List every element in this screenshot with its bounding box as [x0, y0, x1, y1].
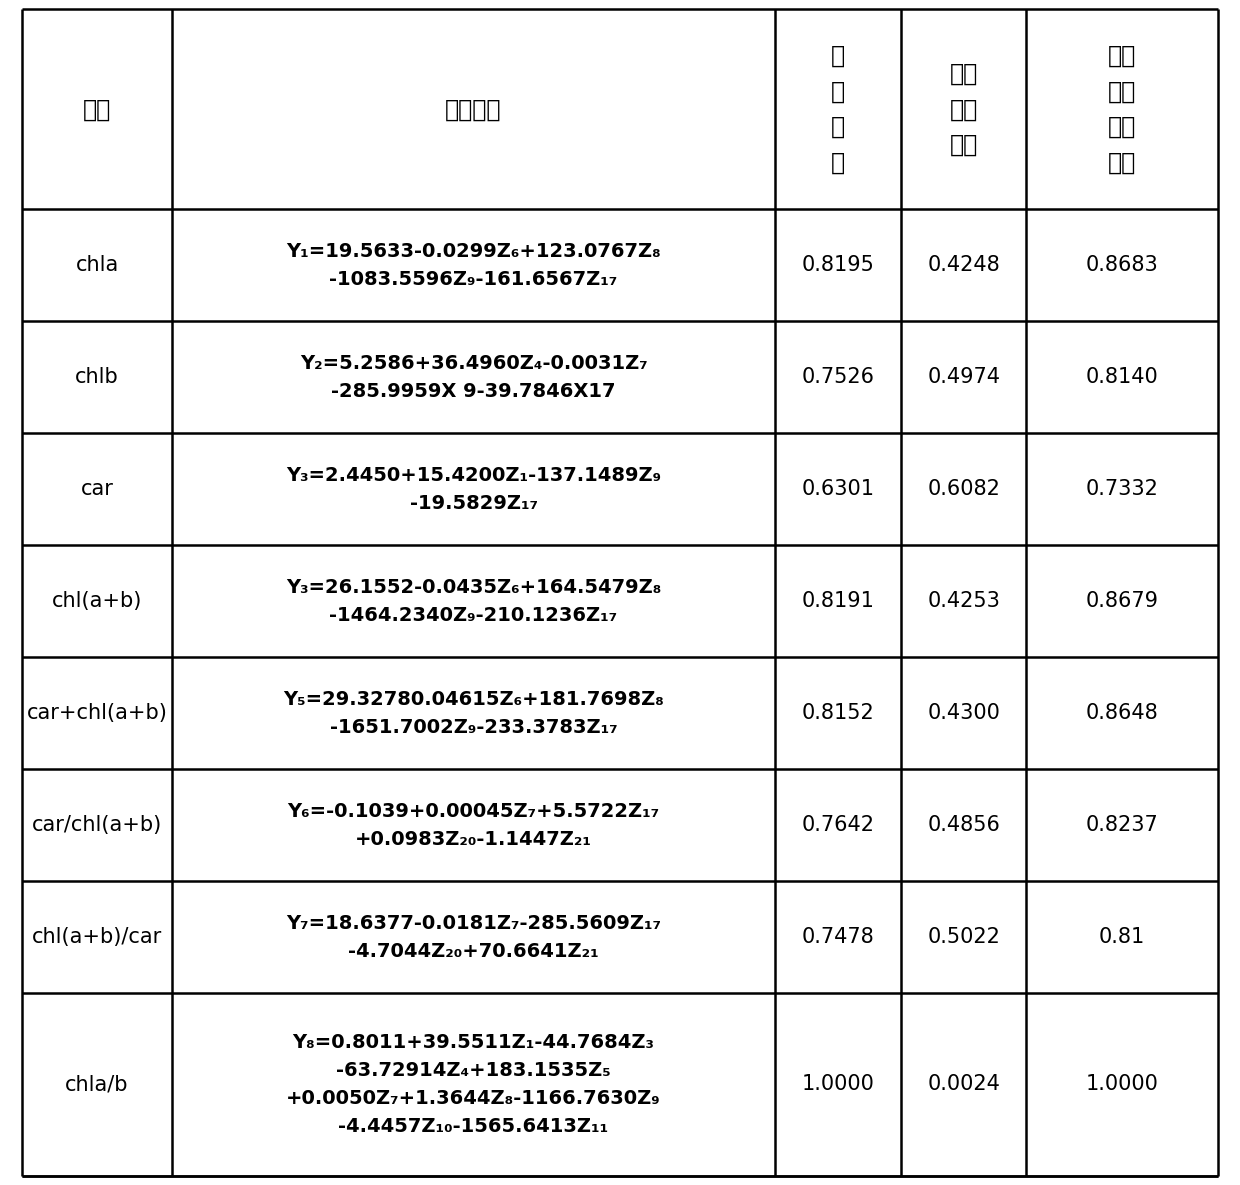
Text: chlb: chlb [76, 367, 119, 387]
Text: Y₃=26.1552-0.0435Z₆+164.5479Z₈
-1464.2340Z₉-210.1236Z₁₇: Y₃=26.1552-0.0435Z₆+164.5479Z₈ -1464.234… [286, 578, 661, 624]
Text: 0.4856: 0.4856 [928, 815, 1001, 835]
Text: 0.7332: 0.7332 [1085, 479, 1158, 499]
Text: 0.8237: 0.8237 [1086, 815, 1158, 835]
Text: 0.81: 0.81 [1099, 928, 1146, 947]
Text: 0.7478: 0.7478 [802, 928, 874, 947]
Text: chl(a+b): chl(a+b) [52, 591, 143, 611]
Text: 0.7526: 0.7526 [801, 367, 874, 387]
Text: 1.0000: 1.0000 [1085, 1075, 1158, 1095]
Text: car+chl(a+b): car+chl(a+b) [26, 703, 167, 723]
Text: 0.0024: 0.0024 [928, 1075, 1001, 1095]
Text: 0.8648: 0.8648 [1086, 703, 1158, 723]
Text: 色素: 色素 [83, 97, 112, 121]
Text: 1.0000: 1.0000 [802, 1075, 874, 1095]
Text: 0.8152: 0.8152 [802, 703, 874, 723]
Text: 0.4300: 0.4300 [928, 703, 1001, 723]
Text: Y₇=18.6377-0.0181Z₇-285.5609Z₁₇
-4.7044Z₂₀+70.6641Z₂₁: Y₇=18.6377-0.0181Z₇-285.5609Z₁₇ -4.7044Z… [286, 914, 661, 961]
Text: Y₅=29.32780.04615Z₆+181.7698Z₈
-1651.7002Z₉-233.3783Z₁₇: Y₅=29.32780.04615Z₆+181.7698Z₈ -1651.700… [283, 690, 663, 737]
Text: 0.8191: 0.8191 [802, 591, 874, 611]
Text: Y₃=2.4450+15.4200Z₁-137.1489Z₉
-19.5829Z₁₇: Y₃=2.4450+15.4200Z₁-137.1489Z₉ -19.5829Z… [286, 466, 661, 513]
Text: chla: chla [76, 255, 119, 275]
Text: chla/b: chla/b [66, 1075, 129, 1095]
Text: 0.8679: 0.8679 [1085, 591, 1158, 611]
Text: 0.7642: 0.7642 [801, 815, 874, 835]
Text: 0.8195: 0.8195 [802, 255, 874, 275]
Text: 0.8683: 0.8683 [1086, 255, 1158, 275]
Text: 0.4248: 0.4248 [928, 255, 999, 275]
Text: 0.4253: 0.4253 [928, 591, 1001, 611]
Text: 剩余
通径
系数: 剩余 通径 系数 [950, 62, 978, 156]
Text: chl(a+b)/car: chl(a+b)/car [32, 928, 162, 947]
Text: 0.6301: 0.6301 [801, 479, 874, 499]
Text: car: car [81, 479, 114, 499]
Text: Y₆=-0.1039+0.00045Z₇+5.5722Z₁₇
+0.0983Z₂₀-1.1447Z₂₁: Y₆=-0.1039+0.00045Z₇+5.5722Z₁₇ +0.0983Z₂… [288, 802, 660, 848]
Text: 回归方程: 回归方程 [445, 97, 502, 121]
Text: Y₂=5.2586+36.4960Z₄-0.0031Z₇
-285.9959X 9-39.7846X17: Y₂=5.2586+36.4960Z₄-0.0031Z₇ -285.9959X … [300, 354, 647, 401]
Text: car/chl(a+b): car/chl(a+b) [32, 815, 162, 835]
Text: 决
定
系
数: 决 定 系 数 [831, 44, 846, 174]
Text: 0.4974: 0.4974 [928, 367, 1001, 387]
Text: Y₁=19.5633-0.0299Z₆+123.0767Z₈
-1083.5596Z₉-161.6567Z₁₇: Y₁=19.5633-0.0299Z₆+123.0767Z₈ -1083.559… [286, 242, 661, 289]
Text: 0.6082: 0.6082 [928, 479, 1001, 499]
Text: 调整
后的
相关
系数: 调整 后的 相关 系数 [1107, 44, 1136, 174]
Text: 0.8140: 0.8140 [1086, 367, 1158, 387]
Text: Y₈=0.8011+39.5511Z₁-44.7684Z₃
-63.72914Z₄+183.1535Z₅
+0.0050Z₇+1.3644Z₈-1166.763: Y₈=0.8011+39.5511Z₁-44.7684Z₃ -63.72914Z… [286, 1033, 661, 1136]
Text: 0.5022: 0.5022 [928, 928, 1001, 947]
